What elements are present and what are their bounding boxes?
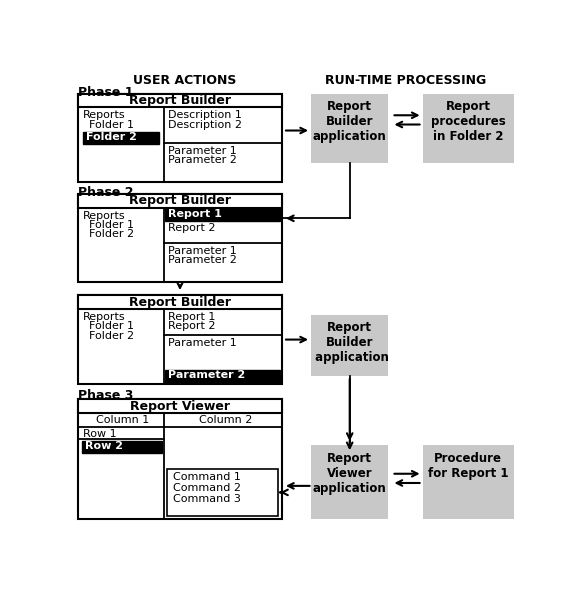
- Text: Report
procedures
in Folder 2: Report procedures in Folder 2: [431, 100, 506, 143]
- Text: Parameter 1: Parameter 1: [168, 146, 237, 156]
- Text: Parameter 1: Parameter 1: [168, 246, 237, 256]
- Bar: [311, 94, 388, 163]
- Text: Row 1: Row 1: [83, 428, 117, 439]
- Text: Description 1: Description 1: [168, 110, 242, 121]
- Text: Folder 1: Folder 1: [89, 120, 134, 130]
- Text: Report Builder: Report Builder: [129, 94, 231, 107]
- Text: Report Builder: Report Builder: [129, 194, 231, 208]
- Text: Report Builder: Report Builder: [129, 296, 231, 309]
- Text: Folder 1: Folder 1: [89, 220, 134, 230]
- Text: Parameter 2: Parameter 2: [168, 155, 237, 165]
- Text: Folder 2: Folder 2: [89, 331, 135, 341]
- Text: Folder 1: Folder 1: [89, 322, 134, 331]
- Bar: [79, 194, 281, 282]
- Text: Report 2: Report 2: [168, 223, 216, 233]
- Text: Report
Builder
 application: Report Builder application: [311, 321, 388, 364]
- Text: Description 2: Description 2: [168, 120, 242, 130]
- Text: Parameter 1: Parameter 1: [168, 338, 237, 349]
- Text: Folder 2: Folder 2: [89, 229, 135, 239]
- Bar: [79, 94, 281, 182]
- Bar: [79, 194, 281, 208]
- Text: Reports: Reports: [83, 211, 126, 221]
- Bar: [79, 399, 281, 518]
- Text: Column 1: Column 1: [96, 415, 149, 425]
- Bar: [167, 469, 279, 515]
- Text: Phase 2: Phase 2: [79, 186, 134, 199]
- Text: Report 1: Report 1: [168, 312, 216, 322]
- Text: Folder 2: Folder 2: [86, 132, 137, 142]
- Text: Column 2: Column 2: [199, 415, 253, 425]
- Bar: [79, 295, 281, 384]
- Bar: [165, 209, 280, 221]
- Text: USER ACTIONS: USER ACTIONS: [133, 74, 236, 88]
- Bar: [311, 314, 388, 376]
- Text: Command 2: Command 2: [173, 483, 241, 493]
- Text: Report
Builder
application: Report Builder application: [313, 100, 387, 143]
- Bar: [79, 295, 281, 309]
- Bar: [83, 132, 159, 145]
- Bar: [423, 445, 514, 518]
- Bar: [311, 445, 388, 518]
- Text: Parameter 2: Parameter 2: [168, 255, 237, 265]
- Text: Reports: Reports: [83, 110, 126, 121]
- Text: Command 3: Command 3: [173, 494, 241, 504]
- Bar: [165, 370, 280, 382]
- Bar: [81, 441, 162, 453]
- Text: Procedure
for Report 1: Procedure for Report 1: [428, 452, 509, 479]
- Text: Phase 3: Phase 3: [79, 389, 134, 402]
- Text: Row 2: Row 2: [84, 441, 123, 451]
- Text: RUN-TIME PROCESSING: RUN-TIME PROCESSING: [325, 74, 486, 88]
- Text: Phase 1: Phase 1: [79, 86, 134, 99]
- Text: Report
Viewer
application: Report Viewer application: [313, 452, 387, 494]
- Text: Reports: Reports: [83, 312, 126, 322]
- Text: Command 1: Command 1: [173, 472, 241, 482]
- Text: Report 1: Report 1: [168, 209, 222, 219]
- Bar: [79, 399, 281, 413]
- Bar: [79, 94, 281, 107]
- Text: Report Viewer: Report Viewer: [130, 400, 230, 413]
- Bar: [423, 94, 514, 163]
- Text: Report 2: Report 2: [168, 322, 216, 331]
- Text: Parameter 2: Parameter 2: [168, 370, 246, 380]
